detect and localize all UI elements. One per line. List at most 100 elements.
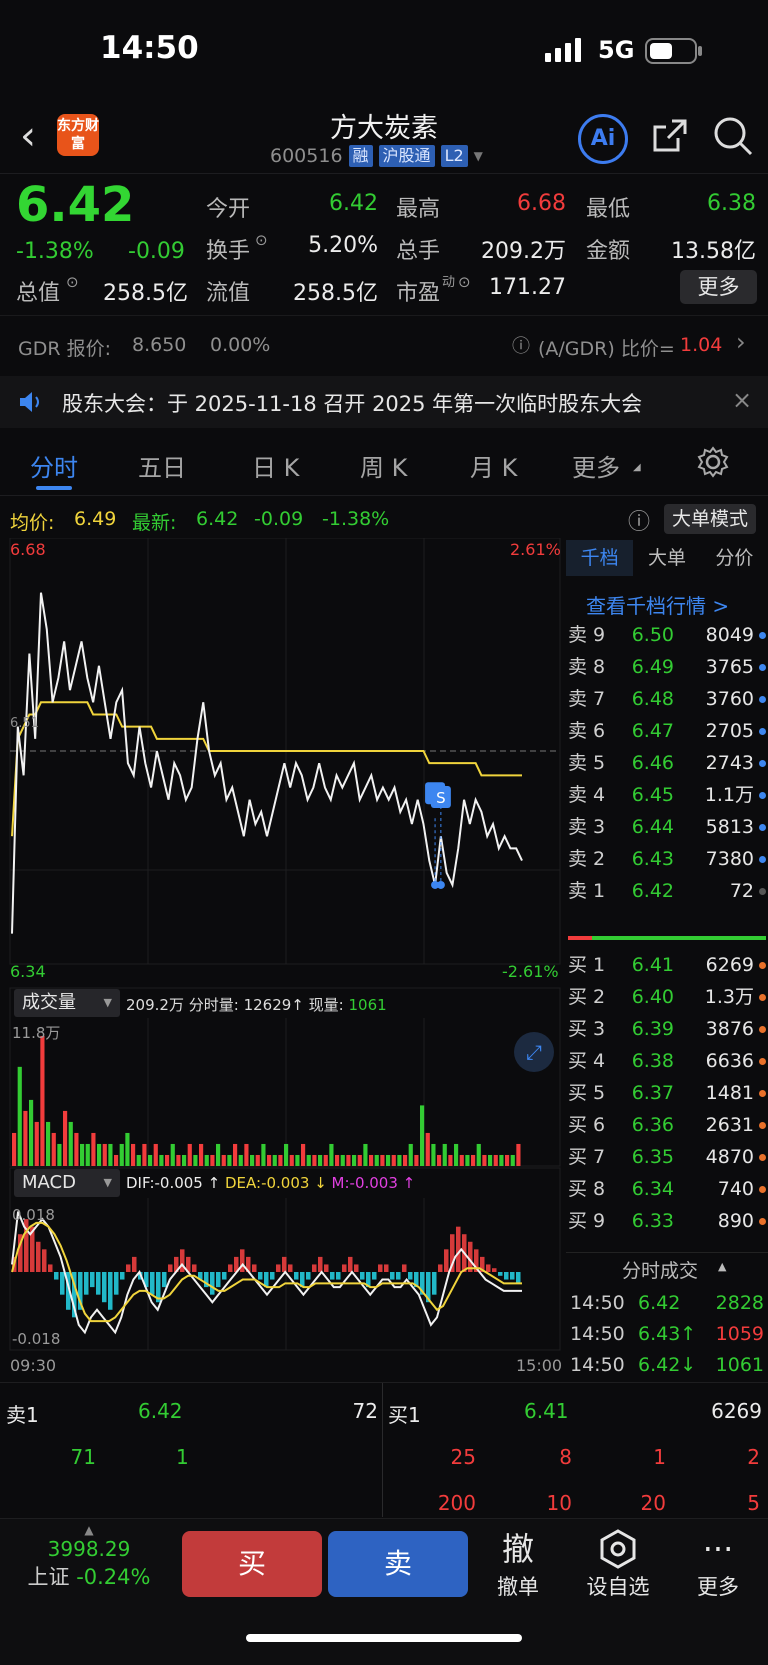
volume-bar xyxy=(442,1143,447,1166)
bid-level-row[interactable]: 买 1 6.41 6269 xyxy=(566,948,768,982)
volume-bar xyxy=(233,1143,238,1166)
macd-values: DIF:-0.005 ↑ DEA:-0.003 ↓ M:-0.003 ↑ xyxy=(126,1174,415,1192)
tab-five-day[interactable]: 五日 xyxy=(138,454,186,482)
more-menu-button[interactable]: ··· 更多 xyxy=(678,1527,758,1601)
notice-bar[interactable]: 股东大会：于 2025-11-18 召开 2025 年第一次临时股东大会 × xyxy=(0,376,768,428)
indicator-selector[interactable]: MACD ▼ xyxy=(14,1169,120,1197)
share-icon[interactable] xyxy=(650,116,690,156)
bid-level-row[interactable]: 买 9 6.33 890 xyxy=(566,1204,768,1238)
volume-selector[interactable]: 成交量 ▼ xyxy=(14,989,120,1017)
index-ticker[interactable]: ▲ 3998.29 上证 -0.24% xyxy=(24,1523,154,1591)
volume-bar xyxy=(227,1154,232,1166)
watchlist-label: 设自选 xyxy=(586,1575,650,1599)
tab-more[interactable]: 更多 xyxy=(572,454,620,482)
volume-bar xyxy=(216,1143,221,1166)
ask-level-row[interactable]: 卖 1 6.42 72 xyxy=(566,874,768,908)
full-depth-link[interactable]: 查看千档行情 > xyxy=(586,594,730,618)
tab-monthly-k[interactable]: 月 K xyxy=(470,454,518,482)
info-icon[interactable]: ⊙ xyxy=(458,273,471,291)
ai-assistant-button[interactable]: Ai xyxy=(578,114,628,164)
tab-big-order[interactable]: 大单 xyxy=(647,547,686,569)
info-icon[interactable]: ⊙ xyxy=(255,231,268,249)
macd-hist-bar xyxy=(384,1264,389,1272)
ask-level-label: 卖 5 xyxy=(568,752,606,774)
volume-bar xyxy=(267,1154,272,1166)
help-icon[interactable]: ⓘ xyxy=(512,336,530,357)
ask-level-volume: 2743 xyxy=(705,752,754,774)
trade-row: 14:50 6.42 2828 xyxy=(566,1286,768,1320)
ask-level-label: 卖 7 xyxy=(568,688,606,710)
expand-icon[interactable]: ⤢ xyxy=(514,1032,554,1072)
stock-code-row[interactable]: 600516 融 沪股通 L2 ▼ xyxy=(270,144,483,168)
ask-level-price: 6.45 xyxy=(631,784,674,806)
volume-bar xyxy=(29,1099,34,1166)
add-watchlist-button[interactable]: 设自选 xyxy=(578,1527,658,1601)
ask-level-row[interactable]: 卖 6 6.47 2705 xyxy=(566,714,768,748)
sell-button[interactable]: 卖 xyxy=(328,1531,468,1597)
home-indicator[interactable] xyxy=(246,1634,522,1642)
dropdown-icon[interactable]: ▼ xyxy=(473,149,483,163)
ask-level-row[interactable]: 卖 2 6.43 7380 xyxy=(566,842,768,876)
settings-gear-icon[interactable] xyxy=(697,446,729,478)
caret-up-icon: ▲ xyxy=(718,1260,727,1273)
volume-bar xyxy=(437,1154,442,1166)
buy-button[interactable]: 买 xyxy=(182,1531,322,1597)
bid-level-row[interactable]: 买 4 6.38 6636 xyxy=(566,1044,768,1078)
search-icon[interactable] xyxy=(711,114,755,158)
ask-level-row[interactable]: 卖 8 6.49 3765 xyxy=(566,650,768,684)
app-logo: 东方财富 xyxy=(57,114,99,156)
back-icon[interactable]: ‹ xyxy=(20,113,36,159)
ask-level-price: 6.50 xyxy=(631,624,674,646)
help-icon[interactable]: ⓘ xyxy=(628,510,651,535)
dea-line xyxy=(11,1221,522,1323)
gdr-row[interactable]: GDR 报价: 8.650 0.00% ⓘ (A/GDR) 比价= 1.04 › xyxy=(0,315,768,375)
more-button[interactable]: 更多 xyxy=(680,270,757,304)
ask-level-price: 6.44 xyxy=(631,816,674,838)
close-icon[interactable]: × xyxy=(732,386,753,414)
ask-level-price: 6.42 xyxy=(631,880,674,902)
ask-level-row[interactable]: 卖 9 6.50 8049 xyxy=(566,618,768,652)
tag-margin: 融 xyxy=(348,145,373,167)
volume-bar xyxy=(238,1154,243,1166)
ask-level-row[interactable]: 卖 5 6.46 2743 xyxy=(566,746,768,780)
macd-panel-frame xyxy=(9,1167,561,1351)
info-icon[interactable]: ⊙ xyxy=(66,273,79,291)
ask-level-row[interactable]: 卖 4 6.45 1.1万 xyxy=(566,778,768,812)
macd-hist-bar xyxy=(366,1272,371,1288)
ask-level-row[interactable]: 卖 7 6.48 3760 xyxy=(566,682,768,716)
status-time: 14:50 xyxy=(100,30,199,66)
macd-hist-bar xyxy=(174,1256,179,1272)
chart-canvas[interactable]: SS xyxy=(0,537,564,1380)
tab-depth[interactable]: 千档 xyxy=(566,540,634,576)
volume-bar xyxy=(301,1143,306,1166)
bid-dot-icon xyxy=(759,994,766,1001)
bid-level-volume: 740 xyxy=(717,1178,754,1200)
high-value: 6.68 xyxy=(517,191,566,216)
volume-bar xyxy=(40,1036,45,1166)
intraday-chart[interactable]: SS 6.68 2.61% 6.51 6.34 -2.61% 成交量 ▼ 209.… xyxy=(0,537,564,1380)
bid-level-row[interactable]: 买 5 6.37 1481 xyxy=(566,1076,768,1110)
trades-title[interactable]: 分时成交 xyxy=(622,1260,699,1282)
cancel-order-button[interactable]: 撤 撤单 xyxy=(478,1527,558,1601)
tab-weekly-k[interactable]: 周 K xyxy=(360,454,408,482)
tab-price-dist[interactable]: 分价 xyxy=(715,547,754,569)
bid-level-row[interactable]: 买 3 6.39 3876 xyxy=(566,1012,768,1046)
ask-dot-icon xyxy=(759,760,766,767)
volume-bar xyxy=(306,1154,311,1166)
ask-level-row[interactable]: 卖 3 6.44 5813 xyxy=(566,810,768,844)
bid-level-row[interactable]: 买 6 6.36 2631 xyxy=(566,1108,768,1142)
bid-level-row[interactable]: 买 8 6.34 740 xyxy=(566,1172,768,1206)
macd-hist-bar xyxy=(36,1241,41,1272)
big-order-mode-button[interactable]: 大单模式 xyxy=(664,504,756,534)
caret-up-icon: ▲ xyxy=(84,1523,94,1537)
macd-hist-bar xyxy=(390,1272,395,1280)
tab-intraday[interactable]: 分时 xyxy=(30,454,78,482)
tab-daily-k[interactable]: 日 K xyxy=(252,454,300,482)
ask-level-price: 6.46 xyxy=(631,752,674,774)
stock-header: ‹ 东方财富 方大炭素 600516 融 沪股通 L2 ▼ Ai xyxy=(0,100,768,174)
open-label: 今开 xyxy=(206,197,251,222)
bid-level-row[interactable]: 买 7 6.35 4870 xyxy=(566,1140,768,1174)
macd-hist-bar xyxy=(168,1264,173,1272)
trade-time: 14:50 xyxy=(570,1354,625,1376)
bid-level-row[interactable]: 买 2 6.40 1.3万 xyxy=(566,980,768,1014)
